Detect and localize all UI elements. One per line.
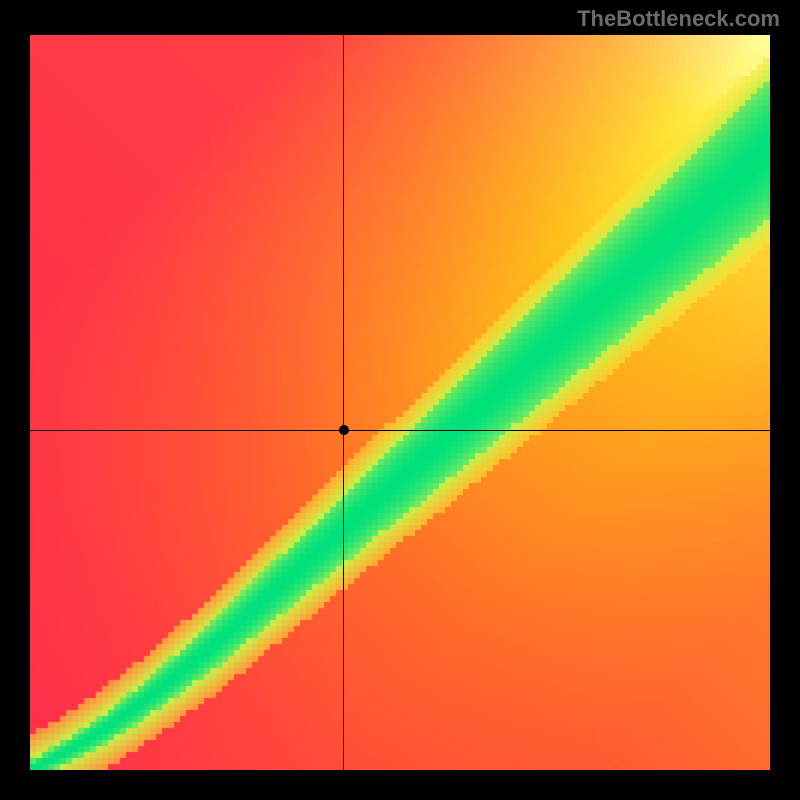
chart-outer-frame: TheBottleneck.com [0,0,800,800]
crosshair-vertical-line [343,35,344,770]
watermark-text: TheBottleneck.com [577,6,780,32]
heatmap-plot-area [30,35,770,770]
crosshair-horizontal-line [30,430,770,431]
heatmap-canvas [30,35,770,770]
